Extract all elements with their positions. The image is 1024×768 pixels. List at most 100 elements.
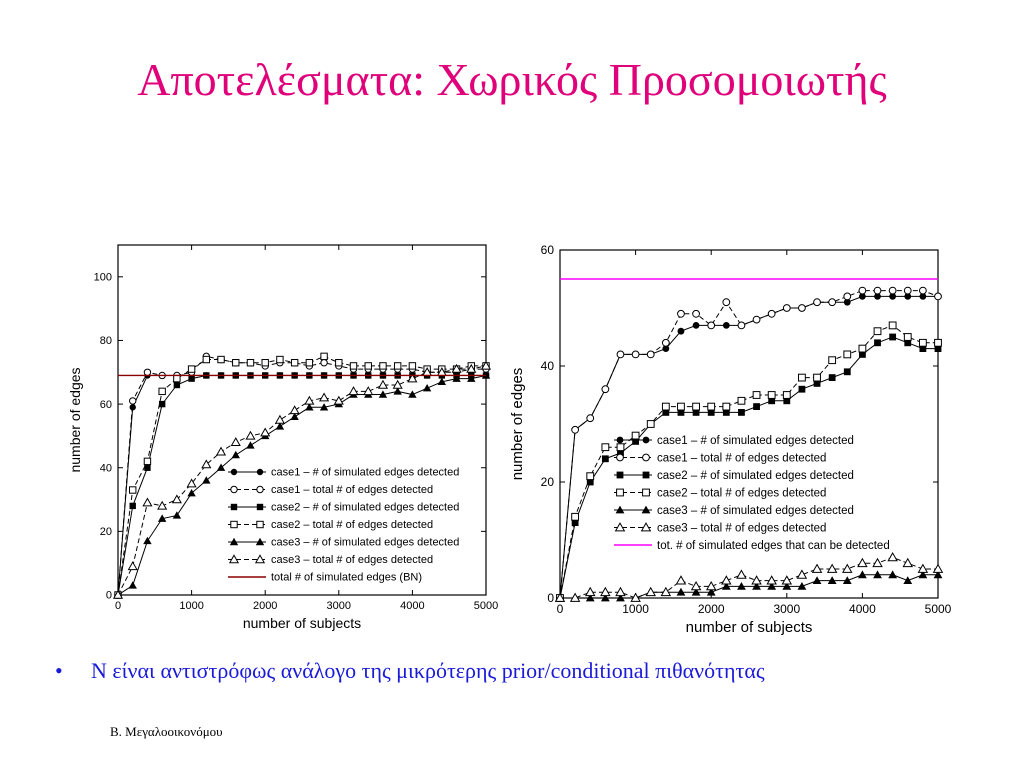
data-point [782, 582, 792, 590]
data-point [752, 391, 761, 399]
data-point [319, 403, 329, 411]
data-point [873, 327, 882, 336]
data-point [888, 321, 897, 330]
data-point [934, 292, 942, 301]
data-point [129, 397, 137, 405]
x-tick-label: 5000 [474, 600, 498, 612]
legend-marker [616, 471, 624, 479]
data-point [873, 570, 882, 579]
data-point [737, 582, 746, 590]
x-tick-label: 1000 [622, 602, 649, 616]
legend-entry: case3 – # of simulated edges detected [657, 505, 854, 517]
legend-marker [642, 471, 650, 479]
data-point [858, 570, 867, 579]
data-point [245, 430, 256, 440]
data-point [707, 321, 716, 330]
legend-entry: case1 – total # of edges detected [271, 484, 433, 496]
legend-entry: case1 – # of simulated edges detected [657, 435, 854, 447]
y-tick-label: 40 [541, 359, 555, 373]
data-point [889, 333, 897, 341]
data-point [143, 536, 152, 545]
data-point [859, 351, 866, 358]
data-point [333, 395, 344, 405]
data-point [782, 391, 791, 399]
data-point [842, 563, 853, 573]
data-point [737, 396, 746, 405]
data-point [888, 570, 898, 579]
data-point [660, 586, 672, 597]
data-point [261, 359, 269, 367]
data-point [934, 345, 942, 352]
data-point [215, 446, 227, 456]
data-point [616, 443, 625, 452]
data-point [798, 385, 806, 393]
data-point [127, 561, 138, 571]
data-point [690, 580, 702, 591]
data-point [888, 286, 897, 295]
data-point [828, 356, 837, 365]
legend-marker [229, 537, 239, 546]
data-point [782, 304, 791, 312]
data-point [843, 350, 852, 359]
data-point [187, 365, 196, 373]
data-point [586, 472, 595, 481]
legend-marker [642, 436, 650, 444]
data-point [232, 359, 240, 367]
data-point [903, 333, 912, 341]
data-point [631, 350, 640, 359]
data-point [128, 581, 137, 589]
data-point [781, 575, 793, 585]
data-point [437, 377, 447, 386]
data-point [662, 345, 670, 352]
data-point [187, 488, 196, 497]
legend-marker [230, 468, 238, 476]
data-point [902, 557, 914, 568]
data-point [275, 422, 285, 430]
data-point [157, 514, 167, 522]
data-point [305, 403, 314, 411]
legend-marker [641, 505, 651, 514]
y-tick-label: 80 [100, 335, 112, 347]
data-point [201, 459, 212, 469]
data-point [707, 402, 716, 411]
data-point [260, 427, 271, 437]
data-point [364, 362, 372, 370]
data-point [887, 551, 898, 562]
data-point [319, 392, 330, 402]
series-6 [554, 551, 944, 602]
data-point [812, 576, 822, 584]
data-point [827, 576, 837, 584]
data-point [796, 569, 808, 579]
legend-entry: case3 – # of simulated edges detected [271, 537, 459, 549]
slide-title: Αποτελέσματα: Χωρικός Προσομοιωτής [137, 54, 887, 105]
data-point [707, 409, 715, 416]
data-point [932, 563, 944, 573]
data-point [705, 580, 717, 591]
data-point [918, 286, 927, 295]
data-point [290, 359, 299, 367]
legend-marker [256, 503, 264, 511]
legend-entry: case3 – total # of edges detected [271, 554, 433, 566]
legend-entry: case2 – # of simulated edges detected [271, 502, 459, 514]
x-tick-label: 4000 [849, 602, 876, 616]
data-point [722, 409, 730, 416]
data-point [919, 345, 927, 352]
data-point [918, 338, 927, 347]
series-2 [556, 286, 942, 602]
data-point [393, 362, 402, 370]
legend-marker [230, 503, 238, 511]
data-point [379, 362, 387, 370]
data-point [246, 359, 255, 367]
x-tick-label: 3000 [773, 602, 800, 616]
data-point [826, 563, 838, 573]
data-point [202, 476, 211, 484]
data-point [798, 304, 806, 312]
data-point [407, 373, 418, 383]
y-tick-label: 60 [100, 399, 112, 411]
data-point [645, 586, 656, 597]
data-point [828, 374, 836, 381]
data-point [874, 339, 881, 347]
data-point [349, 362, 358, 370]
legend-marker [256, 485, 264, 494]
data-point [677, 402, 685, 411]
